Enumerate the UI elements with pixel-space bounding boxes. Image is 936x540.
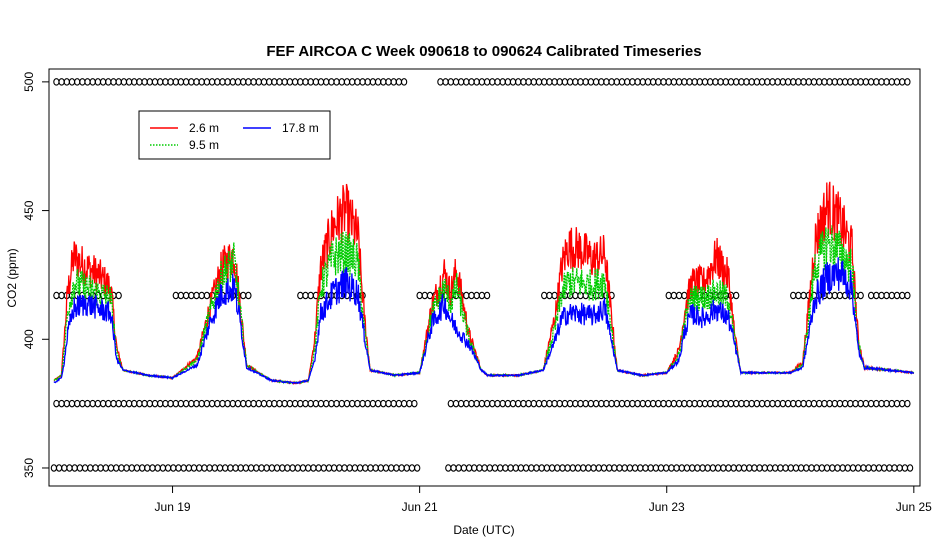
chart-title: FEF AIRCOA C Week 090618 to 090624 Calib… [266,43,701,60]
calibration-point [904,399,911,408]
y-tick-label: 350 [22,458,36,478]
calibration-point [857,291,864,300]
calibration-point [245,291,252,300]
calibration-point [904,291,911,300]
legend-label-17-8m: 17.8 m [282,121,319,135]
y-tick-label: 400 [22,329,36,349]
plot-frame [48,68,921,487]
calibration-point [483,291,491,300]
calibration-point [400,78,408,86]
calibration-point [733,291,740,300]
y-axis: 350 400 450 500 [22,72,49,478]
x-tick-label: Jun 19 [155,500,191,514]
legend: 2.6 m 9.5 m 17.8 m [138,110,331,160]
x-tick-label: Jun 21 [402,500,438,514]
y-axis-label: CO2 (ppm) [5,248,19,307]
x-tick-label: Jun 23 [649,500,685,514]
calibration-point [906,464,914,472]
legend-label-9-5m: 9.5 m [189,138,219,152]
series-line-17-8-m [53,257,914,385]
legend-box [138,110,331,160]
series-line-9-5-m [53,225,915,385]
calibration-point [904,78,911,86]
co2-series-lines [53,181,915,386]
legend-label-2-6m: 2.6 m [189,121,219,135]
calibration-point [414,464,421,472]
calibration-point [115,291,122,300]
x-axis: Jun 19 Jun 21 Jun 23 Jun 25 [155,486,932,514]
x-axis-label: Date (UTC) [453,523,514,537]
y-tick-label: 500 [22,72,36,92]
y-tick-label: 450 [22,200,36,220]
x-tick-label: Jun 25 [896,500,932,514]
calibration-point [411,399,418,408]
